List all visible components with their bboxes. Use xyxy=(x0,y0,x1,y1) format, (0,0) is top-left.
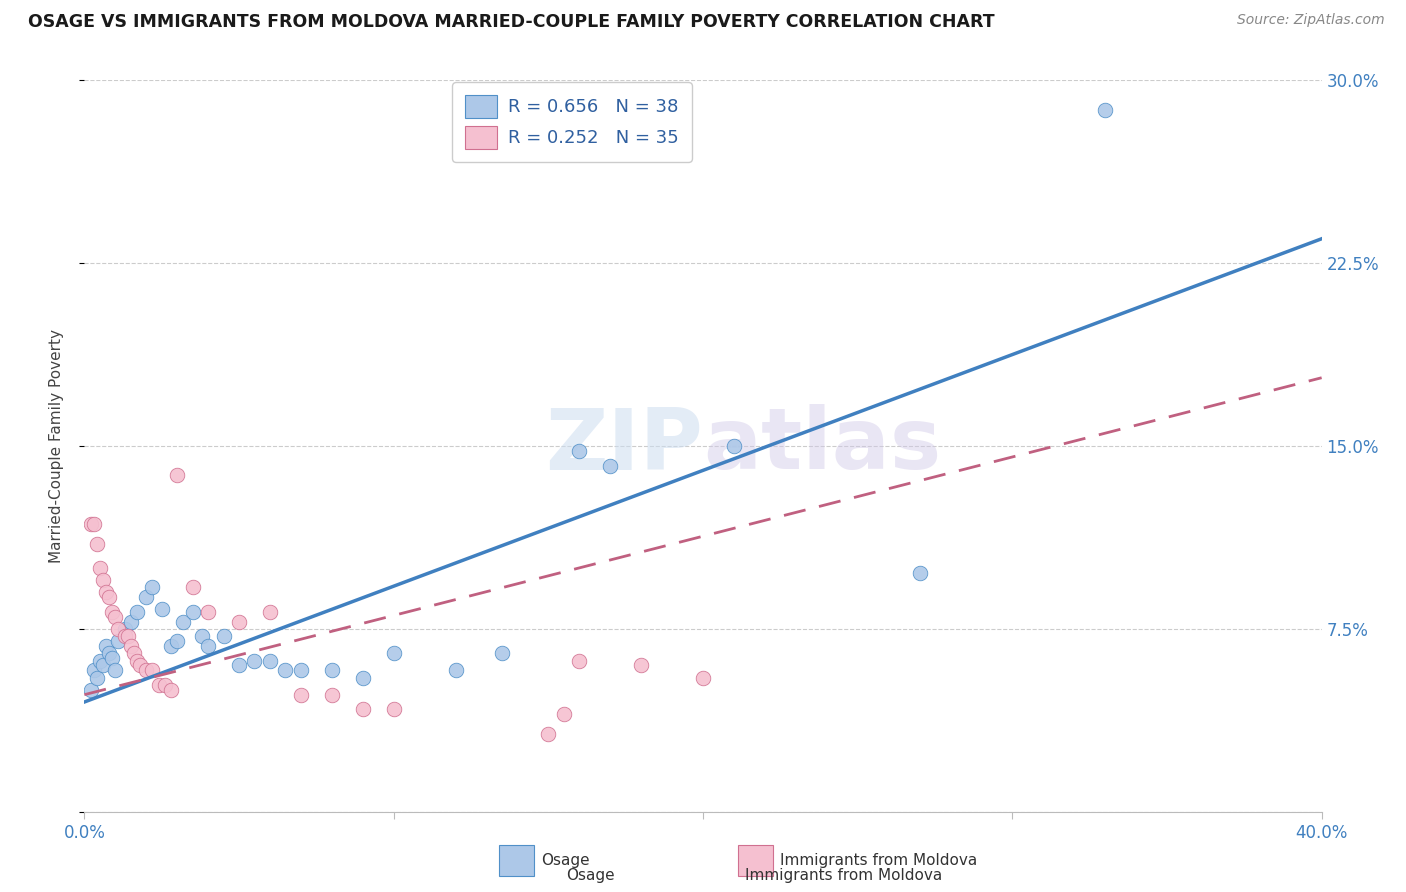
Point xyxy=(150,602,173,616)
Point xyxy=(114,629,136,643)
Point xyxy=(79,682,101,697)
Point xyxy=(135,590,157,604)
Point xyxy=(692,671,714,685)
Point xyxy=(89,654,111,668)
Point xyxy=(94,639,117,653)
Point xyxy=(135,663,157,677)
Point xyxy=(228,658,250,673)
Point xyxy=(122,646,145,660)
Point xyxy=(148,678,170,692)
Point xyxy=(212,629,235,643)
Point xyxy=(107,634,129,648)
Point xyxy=(160,639,183,653)
Point xyxy=(83,663,105,677)
Point xyxy=(290,688,312,702)
Point xyxy=(125,605,148,619)
Point xyxy=(166,468,188,483)
Point xyxy=(599,458,621,473)
Point xyxy=(321,688,343,702)
Point xyxy=(141,581,163,595)
Text: Immigrants from Moldova: Immigrants from Moldova xyxy=(780,854,977,868)
Point xyxy=(382,702,405,716)
Text: atlas: atlas xyxy=(703,404,941,488)
Point xyxy=(83,516,105,531)
Point xyxy=(104,609,127,624)
Point xyxy=(228,615,250,629)
Point xyxy=(259,654,281,668)
Point xyxy=(274,663,297,677)
Point xyxy=(79,516,101,531)
Point xyxy=(114,622,136,636)
Point xyxy=(104,663,127,677)
Y-axis label: Married-Couple Family Poverty: Married-Couple Family Poverty xyxy=(49,329,63,563)
Point xyxy=(120,615,142,629)
Point xyxy=(107,622,129,636)
Point xyxy=(153,678,176,692)
Text: Osage: Osage xyxy=(567,868,614,883)
FancyBboxPatch shape xyxy=(499,846,534,876)
Point xyxy=(191,629,214,643)
Point xyxy=(89,561,111,575)
Point xyxy=(86,671,108,685)
Point xyxy=(98,590,121,604)
Point xyxy=(160,682,183,697)
Text: Source: ZipAtlas.com: Source: ZipAtlas.com xyxy=(1237,13,1385,28)
Point xyxy=(98,646,121,660)
Point xyxy=(91,573,114,587)
Point xyxy=(444,663,467,677)
Point xyxy=(382,646,405,660)
Point xyxy=(352,671,374,685)
Point xyxy=(101,651,124,665)
Point xyxy=(1094,103,1116,117)
Point xyxy=(125,654,148,668)
Text: OSAGE VS IMMIGRANTS FROM MOLDOVA MARRIED-COUPLE FAMILY POVERTY CORRELATION CHART: OSAGE VS IMMIGRANTS FROM MOLDOVA MARRIED… xyxy=(28,13,995,31)
Point xyxy=(491,646,513,660)
Point xyxy=(630,658,652,673)
Text: ZIP: ZIP xyxy=(546,404,703,488)
Text: Immigrants from Moldova: Immigrants from Moldova xyxy=(745,868,942,883)
Point xyxy=(120,639,142,653)
Point xyxy=(141,663,163,677)
Point xyxy=(908,566,931,580)
Point xyxy=(86,536,108,550)
Point xyxy=(197,639,219,653)
Point xyxy=(321,663,343,677)
Legend: R = 0.656   N = 38, R = 0.252   N = 35: R = 0.656 N = 38, R = 0.252 N = 35 xyxy=(453,82,692,161)
Point xyxy=(290,663,312,677)
Point xyxy=(129,658,152,673)
Point xyxy=(568,654,591,668)
Point xyxy=(101,605,124,619)
Point xyxy=(259,605,281,619)
Text: Osage: Osage xyxy=(541,854,591,868)
FancyBboxPatch shape xyxy=(738,846,773,876)
Point xyxy=(94,585,117,599)
Point xyxy=(181,605,204,619)
Point xyxy=(243,654,266,668)
Point xyxy=(568,443,591,458)
Point xyxy=(352,702,374,716)
Point xyxy=(166,634,188,648)
Point xyxy=(172,615,194,629)
Point xyxy=(537,727,560,741)
Point xyxy=(553,707,575,722)
Point xyxy=(723,439,745,453)
Point xyxy=(117,629,139,643)
Point xyxy=(91,658,114,673)
Point xyxy=(181,581,204,595)
Point xyxy=(197,605,219,619)
